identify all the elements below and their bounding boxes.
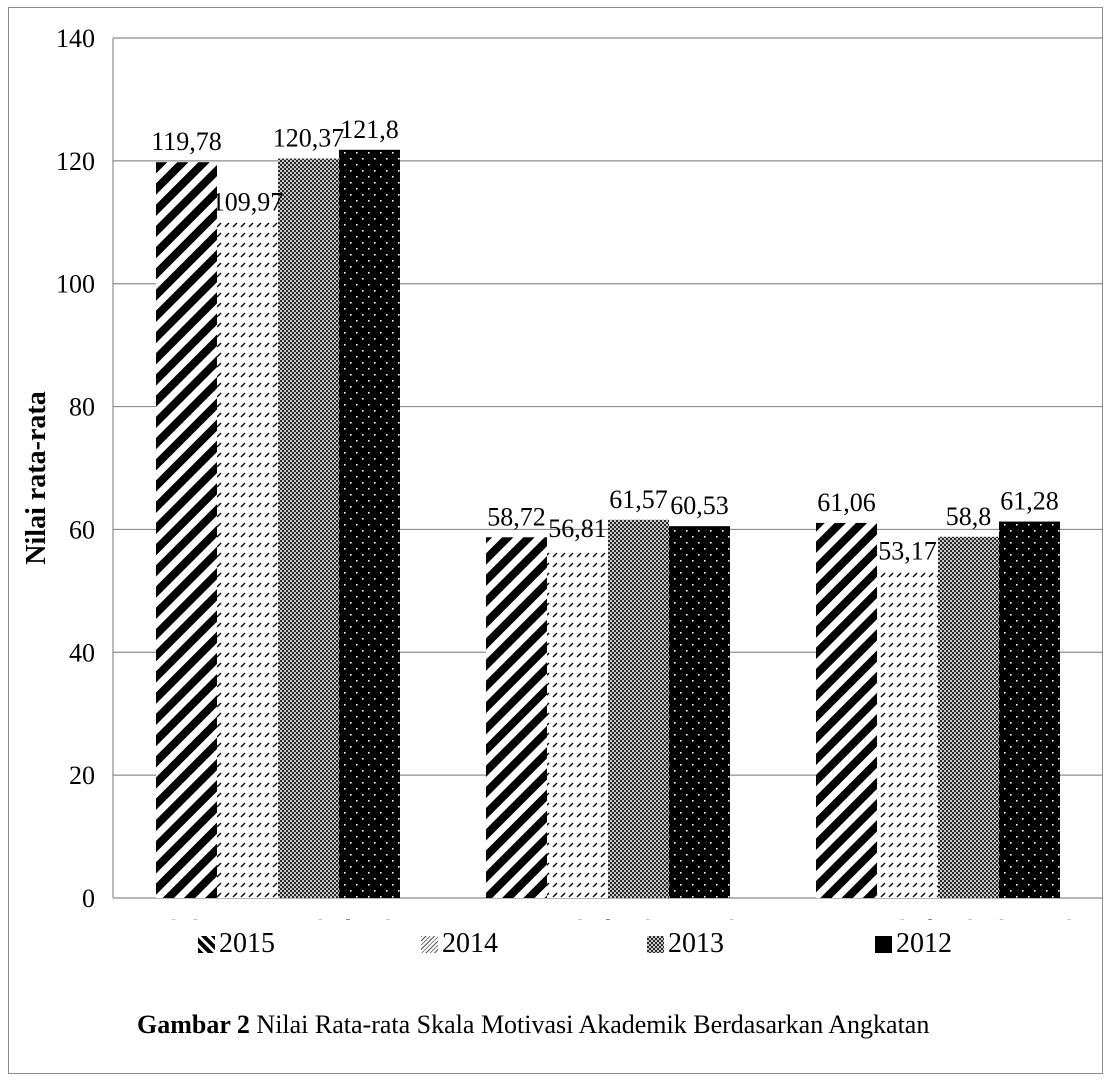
legend-swatch [647, 935, 664, 953]
legend-item-2014: 2014 [421, 928, 498, 960]
bar-2013-2 [608, 519, 669, 898]
bar-2013-1 [278, 158, 339, 898]
bar-2013-3 [938, 536, 999, 898]
data-label: 61,57 [609, 485, 668, 514]
data-label: 119,78 [151, 127, 222, 156]
bar-2012-2 [669, 526, 730, 898]
x-category-label: Skala Motivasi Akademik [159, 916, 398, 920]
legend-swatch [875, 935, 892, 953]
x-axis-categories: Skala Motivasi Akademik Motivasi Akademik… [159, 916, 1080, 920]
legend-item-2015: 2015 [198, 928, 275, 960]
figure-caption: Gambar 2 Nilai Rata-rata Skala Motivasi … [137, 1010, 929, 1040]
legend-item-2012: 2012 [875, 928, 952, 960]
data-label: 60,53 [670, 491, 729, 520]
data-label: 109,97 [212, 187, 284, 216]
data-label: 56,81 [548, 514, 607, 543]
y-tick-label: 20 [69, 761, 95, 790]
x-category-label: Motivasi Akademik Intrinsik [475, 916, 741, 920]
bar-2015-2 [486, 537, 547, 898]
data-label: 61,06 [817, 488, 876, 517]
data-label: 53,17 [878, 536, 937, 565]
data-label: 58,72 [487, 502, 546, 531]
legend-label: 2015 [219, 928, 275, 959]
bar-2014-2 [547, 549, 608, 898]
bar-2015-3 [816, 522, 877, 898]
y-tick-label: 40 [69, 638, 95, 667]
y-axis-ticks: 0 20 40 60 80 100 120 140 [56, 24, 95, 913]
bar-2015-1 [156, 162, 217, 899]
y-axis-label: Nilai rata-rata [21, 391, 52, 564]
bar-chart: 0 20 40 60 80 100 120 140 119,78 109,97 120,37121… [21, 24, 1103, 920]
bar-2012-1 [339, 149, 400, 899]
y-tick-label: 120 [56, 147, 95, 176]
legend: 2015 2014 2013 2012 [0, 928, 1105, 968]
legend-swatch [421, 935, 438, 953]
data-label: 58,8 [946, 502, 992, 531]
legend-label: 2012 [896, 928, 952, 959]
y-tick-label: 100 [56, 270, 95, 299]
y-tick-label: 0 [82, 884, 95, 913]
legend-label: 2013 [668, 928, 724, 959]
bar-2012-3 [999, 521, 1060, 898]
caption-label: Gambar 2 [137, 1010, 250, 1039]
figure-frame [8, 7, 1103, 1074]
legend-swatch [198, 935, 215, 953]
data-label: 121,8 [340, 115, 399, 144]
data-label: 120,37 [273, 124, 345, 153]
bar-2014-3 [877, 571, 938, 898]
bars [156, 149, 1060, 899]
y-tick-label: 80 [69, 393, 95, 422]
y-tick-label: 60 [69, 515, 95, 544]
legend-item-2013: 2013 [647, 928, 724, 960]
bar-2014-1 [217, 222, 278, 899]
x-category-label: Motivasi Akademik Ekstrinsik [797, 916, 1079, 920]
data-label: 61,28 [1000, 487, 1059, 516]
caption-text: Nilai Rata-rata Skala Motivasi Akademik … [249, 1010, 930, 1039]
y-tick-label: 140 [56, 24, 95, 53]
legend-label: 2014 [442, 928, 498, 959]
